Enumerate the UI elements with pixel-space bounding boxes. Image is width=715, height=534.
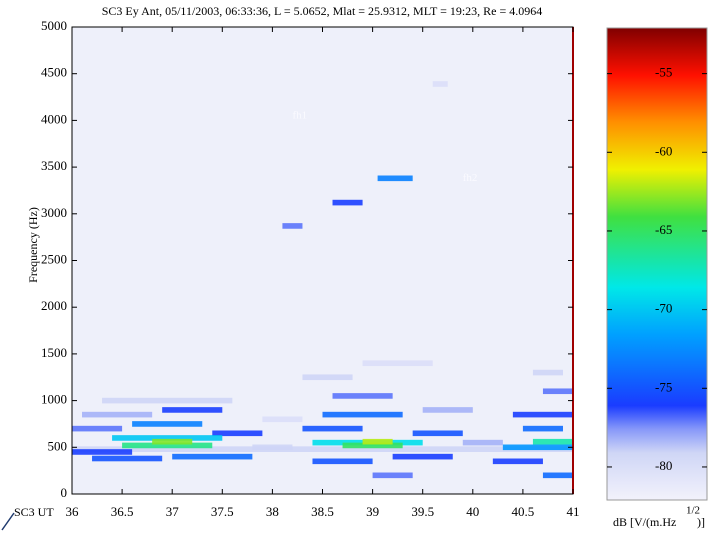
- spectrogram-cell: [542, 388, 573, 395]
- colorbar-tick-label: -70: [655, 301, 672, 316]
- spectrogram-cell: [212, 430, 263, 437]
- y-tick-label: 500: [48, 438, 68, 453]
- spectrogram-cell: [522, 425, 563, 432]
- x-tick-label: 38: [266, 504, 279, 519]
- y-tick-label: 3000: [41, 205, 67, 220]
- spectrogram-cell: [492, 458, 543, 465]
- spectrogram-cell: [92, 455, 163, 462]
- x-tick-label: 37.5: [211, 504, 234, 519]
- spectrogram-cell: [282, 223, 303, 229]
- spectrogram-cell: [72, 449, 133, 455]
- y-tick-label: 1500: [41, 345, 67, 360]
- spectrogram-cell: [377, 175, 413, 182]
- chart-title: SC3 Ey Ant, 05/11/2003, 06:33:36, L = 5.…: [102, 4, 543, 18]
- spectrogram-cell: [122, 442, 213, 449]
- spectrogram-cell: [162, 407, 223, 413]
- spectrogram-cell: [332, 393, 393, 399]
- spectrogram-cell: [512, 411, 573, 418]
- annotation: fh2: [463, 172, 478, 184]
- spectrogram-cell: [542, 472, 573, 479]
- colorbar-tick-label: -60: [655, 143, 672, 158]
- spectrogram-cell: [532, 369, 563, 376]
- colorbar-label-end: )]: [697, 515, 705, 529]
- x-tick-label: 36.5: [111, 504, 134, 519]
- spectrogram-cell: [102, 397, 233, 404]
- spectrogram-cell: [302, 425, 363, 432]
- x-tick-label: 39: [366, 504, 379, 519]
- spectrogram-cell: [332, 199, 363, 206]
- colorbar-tick-label: -65: [655, 222, 672, 237]
- spectrogram-cell: [172, 453, 253, 460]
- colorbar-label: dB [V/(m.Hz: [613, 515, 676, 529]
- x-tick-label: 36: [66, 504, 80, 519]
- colorbar-tick-label: -80: [655, 458, 672, 473]
- x-tick-label: 39.5: [411, 504, 434, 519]
- spectrogram-cell: [362, 360, 433, 367]
- spectrogram-cell: [132, 421, 203, 427]
- spectrogram-cell: [322, 411, 403, 418]
- x-tick-label: 40.5: [512, 504, 535, 519]
- x-axis-label: SC3 UT: [14, 505, 54, 519]
- x-tick-label: 40: [466, 504, 479, 519]
- y-tick-label: 0: [61, 485, 68, 500]
- colorbar-tick-label: -55: [655, 65, 672, 80]
- annotation: fh1: [292, 109, 307, 121]
- corner-decoration: [1, 512, 15, 531]
- spectrogram-cell: [262, 416, 303, 423]
- spectrogram-cell: [532, 438, 573, 445]
- colorbar-tick-label: -75: [655, 379, 672, 394]
- spectrogram-cell: [502, 444, 573, 451]
- spectrogram-cell: [462, 439, 503, 446]
- x-tick-label: 41: [567, 504, 580, 519]
- spectrogram-cell: [82, 411, 153, 418]
- spectrogram-cell: [422, 407, 473, 413]
- y-axis-label: Frequency (Hz): [26, 207, 40, 283]
- x-tick-label: 38.5: [311, 504, 334, 519]
- spectrogram-cell: [412, 430, 463, 437]
- spectrogram-cell: [372, 472, 413, 479]
- colorbar-label-superscript: 1/2: [686, 505, 700, 517]
- spectrogram-cell: [72, 425, 123, 432]
- spectrogram-cell: [362, 438, 393, 445]
- spectrogram-cell: [72, 446, 573, 452]
- spectrogram-cell: [432, 81, 448, 87]
- spectrogram-cell: [112, 435, 223, 441]
- spectrogram-cell: [392, 453, 453, 460]
- spectrogram-cell: [302, 374, 353, 381]
- y-tick-label: 5000: [41, 18, 67, 33]
- y-tick-label: 1000: [41, 392, 67, 407]
- y-tick-label: 3500: [41, 158, 67, 173]
- x-tick-label: 37: [166, 504, 180, 519]
- y-tick-label: 4500: [41, 65, 67, 80]
- y-tick-label: 4000: [41, 111, 67, 126]
- spectrogram-cell: [152, 438, 193, 445]
- colorbar: [606, 27, 708, 501]
- spectrogram-cell: [252, 444, 293, 451]
- y-tick-label: 2500: [41, 251, 67, 266]
- y-tick-label: 2000: [41, 298, 67, 313]
- spectrogram-cell: [312, 458, 373, 465]
- spectrogram-cell: [342, 442, 403, 449]
